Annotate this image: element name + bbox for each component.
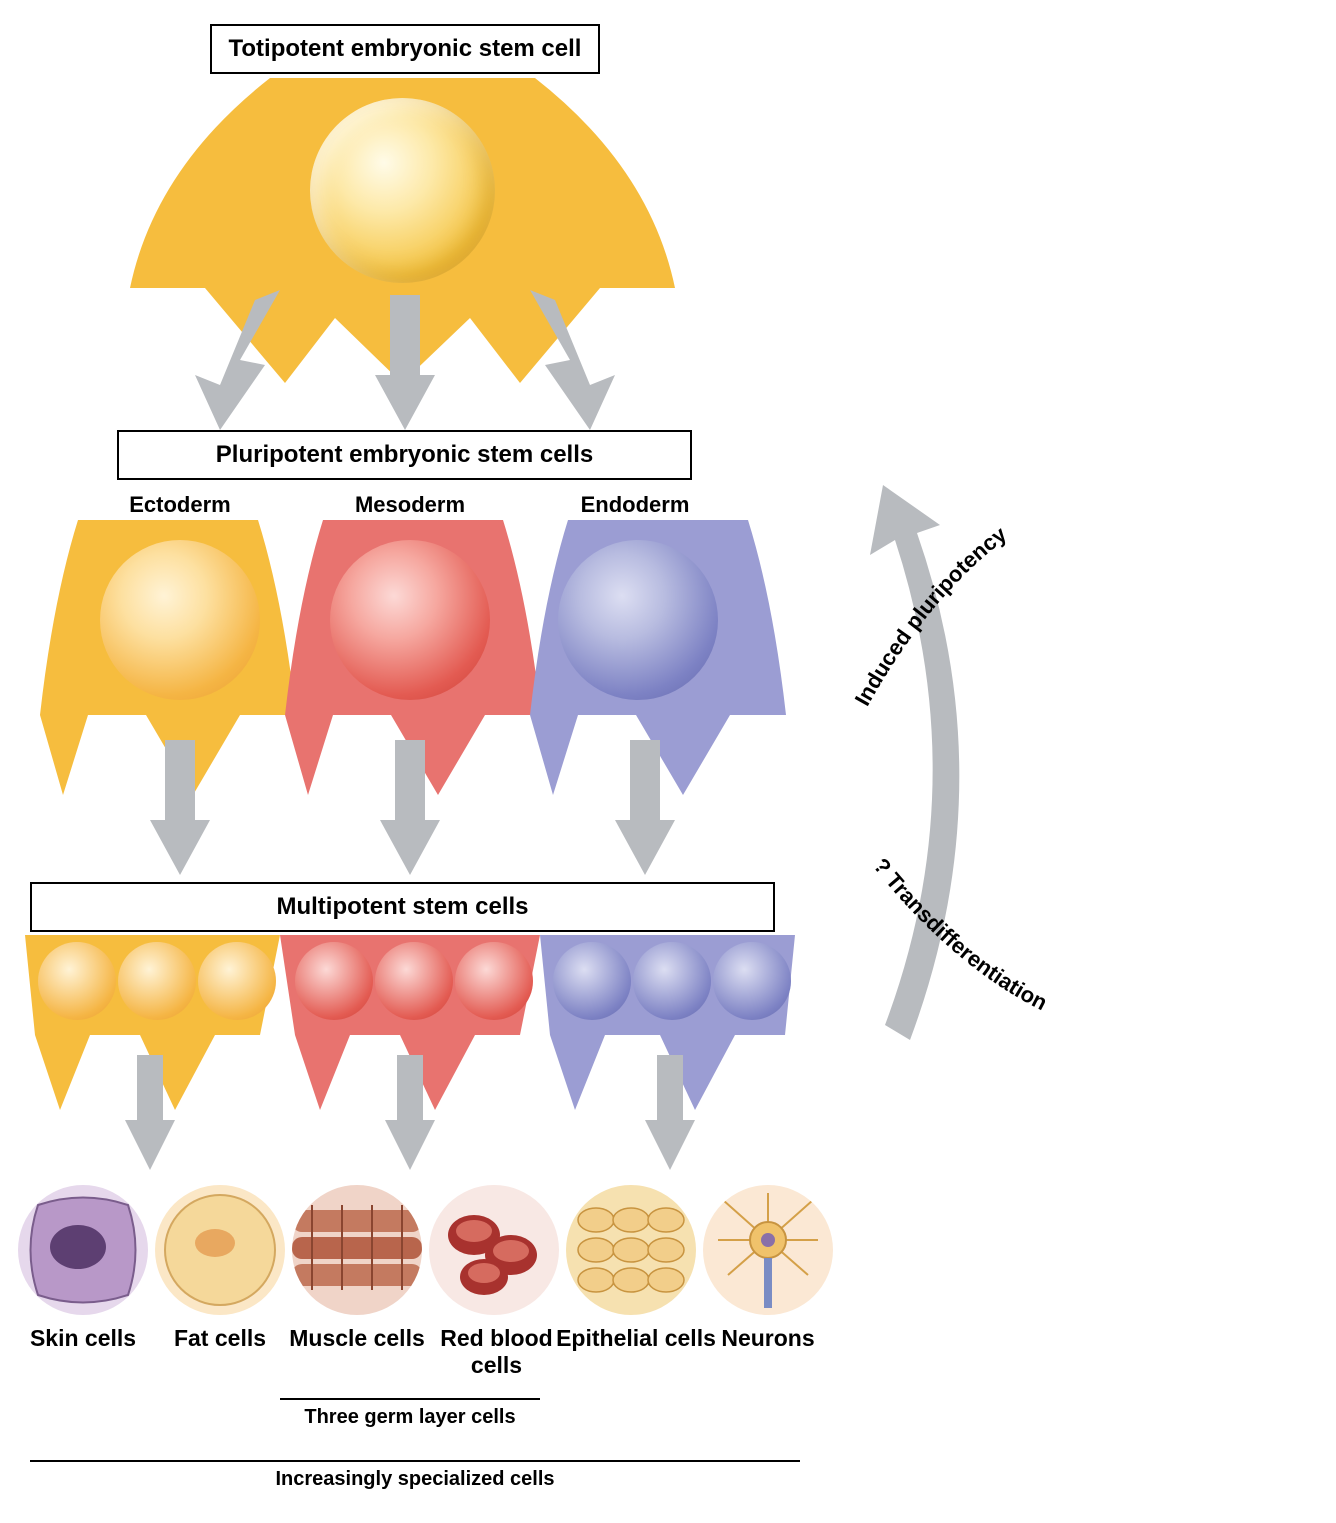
label-muscle: Muscle cells: [282, 1325, 432, 1352]
specialized-caption: Increasingly specialized cells: [30, 1460, 800, 1491]
arrow-toti-right: [500, 290, 620, 430]
svg-text:? Transdifferentiation: ? Transdifferentiation: [868, 853, 1051, 1015]
multi-meso-cell-1: [295, 942, 373, 1020]
tissue-skin: [18, 1185, 148, 1315]
side-label-bottom-arc: ? Transdifferentiation: [850, 840, 1300, 1120]
ectoderm-label: Ectoderm: [100, 492, 260, 518]
multipotent-title: Multipotent stem cells: [276, 893, 528, 921]
svg-text:Induced pluripotency: Induced pluripotency: [850, 521, 1012, 710]
tissue-epithelial: [566, 1185, 696, 1315]
label-rbc: Red blood cells: [419, 1325, 574, 1379]
arrow-meso-down: [380, 740, 440, 875]
endoderm-cell: [558, 540, 718, 700]
side-label-top-arc: Induced pluripotency: [835, 410, 1275, 760]
tissue-rbc: [429, 1185, 559, 1315]
multipotent-title-box: Multipotent stem cells: [30, 882, 775, 932]
stem-cell-diagram: Totipotent embryonic stem cell Pluripote…: [0, 0, 1336, 1523]
arrow-toti-mid: [375, 295, 435, 430]
label-skin: Skin cells: [18, 1325, 148, 1352]
multi-meso-cell-2: [375, 942, 453, 1020]
totipotent-cell: [310, 98, 495, 283]
totipotent-title-box: Totipotent embryonic stem cell: [210, 24, 600, 74]
germ-caption: Three germ layer cells: [280, 1398, 540, 1429]
multi-meso-cell-3: [455, 942, 533, 1020]
arrow-ecto-down: [150, 740, 210, 875]
label-neuron: Neurons: [703, 1325, 833, 1352]
arrow-endo-down: [615, 740, 675, 875]
pluripotent-title-box: Pluripotent embryonic stem cells: [117, 430, 692, 480]
multi-ecto-cell-1: [38, 942, 116, 1020]
multi-endo-cell-1: [553, 942, 631, 1020]
multi-endo-cell-3: [713, 942, 791, 1020]
label-epi: Epithelial cells: [556, 1325, 716, 1352]
mesoderm-cell: [330, 540, 490, 700]
tissue-muscle: [292, 1185, 422, 1315]
pluripotent-title: Pluripotent embryonic stem cells: [216, 441, 593, 469]
multi-ecto-cell-2: [118, 942, 196, 1020]
arrow-multi-endo: [645, 1055, 695, 1170]
multi-endo-cell-2: [633, 942, 711, 1020]
endoderm-label: Endoderm: [555, 492, 715, 518]
arrow-toti-left: [190, 290, 310, 430]
mesoderm-label: Mesoderm: [330, 492, 490, 518]
totipotent-title: Totipotent embryonic stem cell: [229, 35, 582, 63]
multi-ecto-cell-3: [198, 942, 276, 1020]
arrow-multi-meso: [385, 1055, 435, 1170]
arrow-multi-ecto: [125, 1055, 175, 1170]
label-fat: Fat cells: [155, 1325, 285, 1352]
tissue-neuron: [703, 1185, 833, 1315]
tissue-fat: [155, 1185, 285, 1315]
ectoderm-cell: [100, 540, 260, 700]
